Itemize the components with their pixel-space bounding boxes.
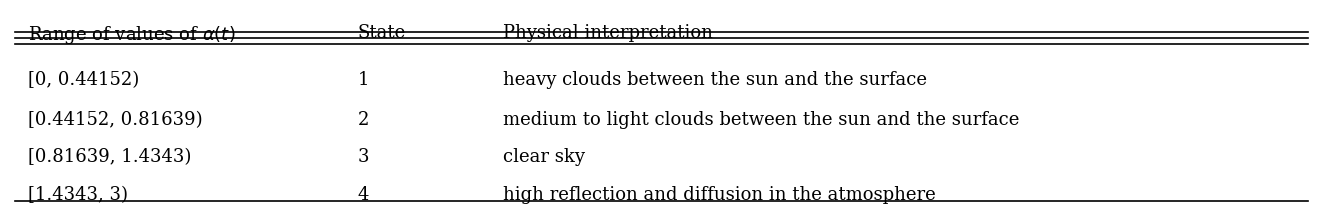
Text: high reflection and diffusion in the atmosphere: high reflection and diffusion in the atm…	[503, 186, 935, 204]
Text: 3: 3	[357, 148, 369, 166]
Text: [0.81639, 1.4343): [0.81639, 1.4343)	[28, 148, 191, 166]
Text: [0, 0.44152): [0, 0.44152)	[28, 71, 139, 89]
Text: State: State	[357, 24, 406, 42]
Text: [0.44152, 0.81639): [0.44152, 0.81639)	[28, 111, 202, 129]
Text: 2: 2	[357, 111, 369, 129]
Text: Physical interpretation: Physical interpretation	[503, 24, 713, 42]
Text: medium to light clouds between the sun and the surface: medium to light clouds between the sun a…	[503, 111, 1020, 129]
Text: 1: 1	[357, 71, 369, 89]
Text: heavy clouds between the sun and the surface: heavy clouds between the sun and the sur…	[503, 71, 927, 89]
Text: [1.4343, 3): [1.4343, 3)	[28, 186, 128, 204]
Text: clear sky: clear sky	[503, 148, 585, 166]
Text: Range of values of $\alpha(t)$: Range of values of $\alpha(t)$	[28, 24, 235, 46]
Text: 4: 4	[357, 186, 369, 204]
